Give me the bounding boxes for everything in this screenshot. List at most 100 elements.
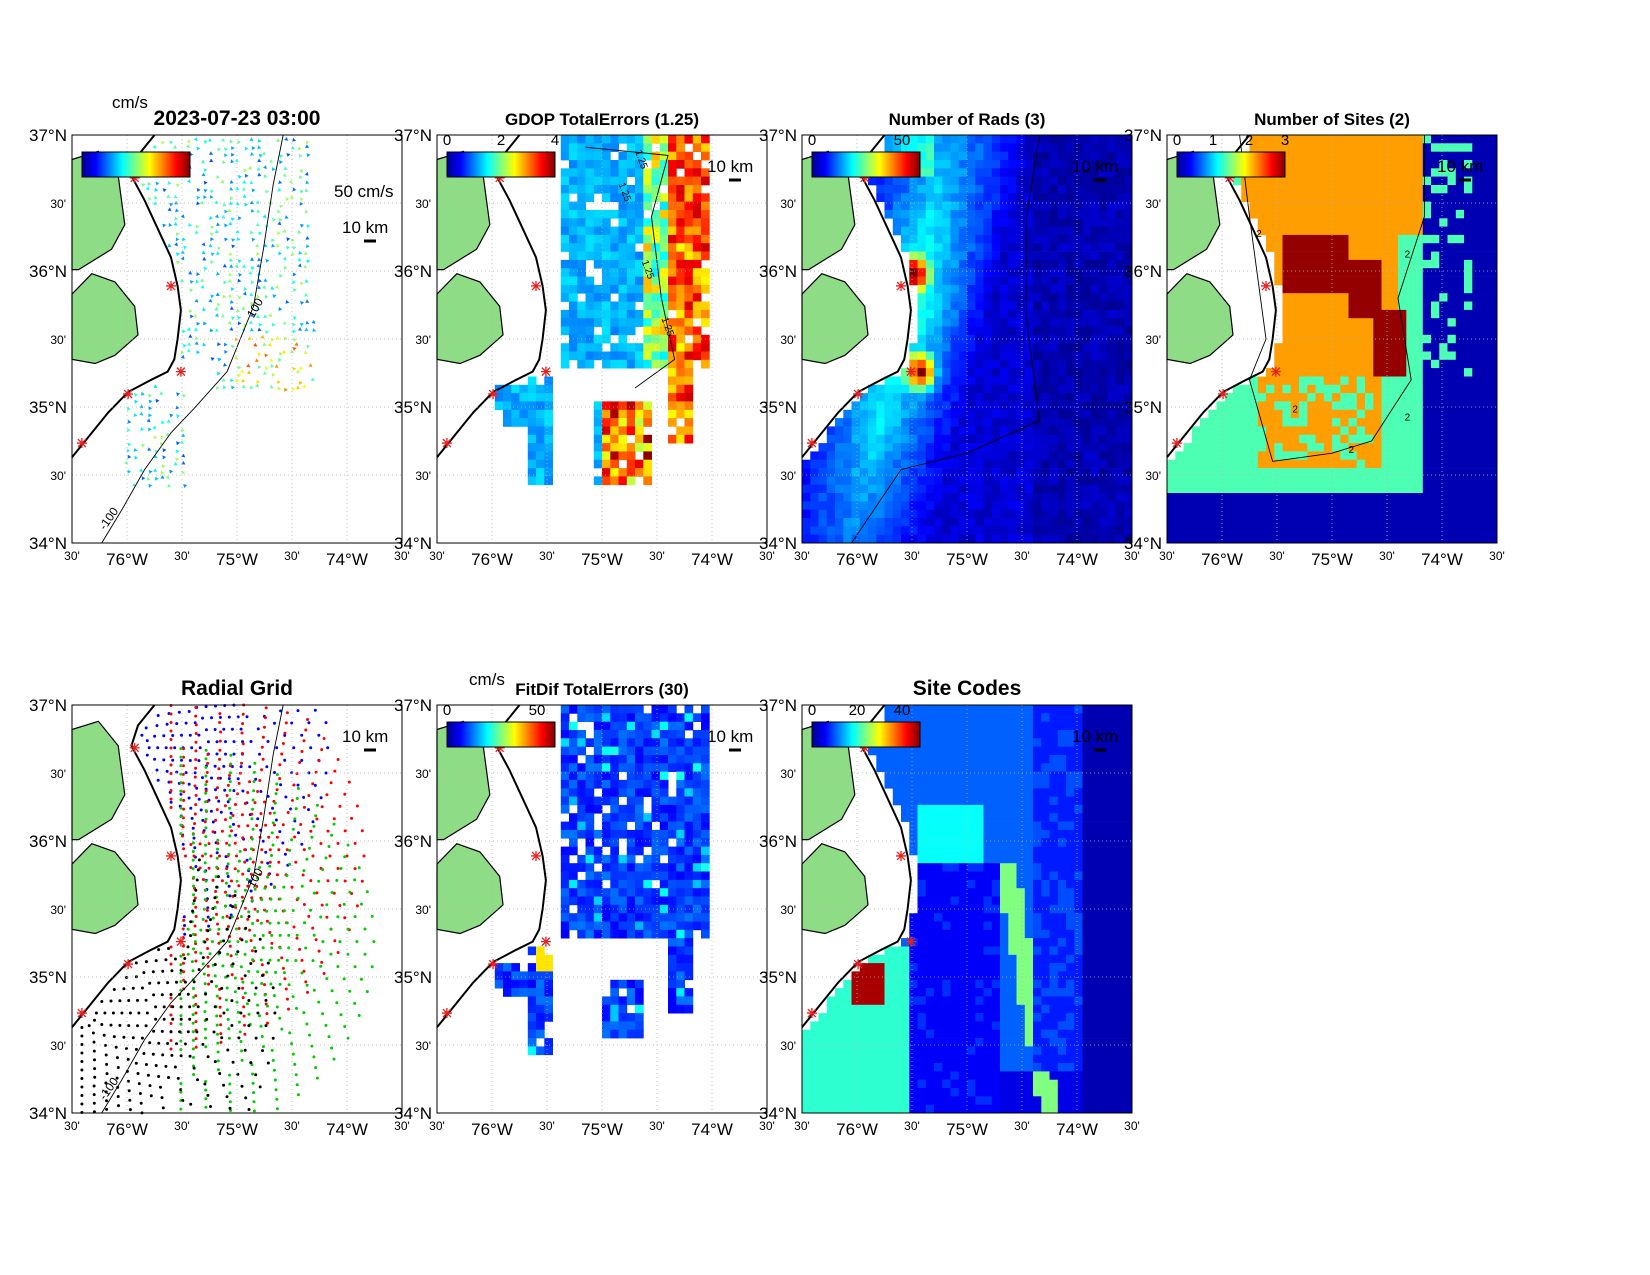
heatmap-cell	[569, 160, 578, 169]
heatmap-cell	[950, 359, 960, 369]
heatmap-cell	[1115, 201, 1125, 211]
heatmap-cell	[626, 326, 636, 336]
heatmap-cell	[1422, 468, 1432, 477]
radial-point	[284, 721, 288, 725]
heatmap-cell	[1290, 468, 1300, 477]
heatmap-cell	[1464, 409, 1473, 419]
heatmap-cell	[1447, 309, 1457, 319]
heatmap-cell	[983, 326, 993, 336]
heatmap-cell	[1033, 343, 1042, 352]
heatmap-cell	[676, 326, 685, 336]
heatmap-cell	[1233, 401, 1242, 411]
heatmap-cell	[1282, 443, 1292, 452]
heatmap-cell	[593, 343, 603, 352]
vector-arrow	[183, 484, 188, 488]
heatmap-cell	[983, 276, 993, 286]
heatmap-cell	[1090, 268, 1100, 277]
heatmap-cell	[668, 193, 677, 202]
heatmap-cell	[1274, 259, 1283, 269]
vector-arrow	[221, 138, 226, 142]
heatmap-cell	[1480, 376, 1490, 386]
heatmap-cell	[1066, 343, 1075, 352]
radial-point	[145, 753, 149, 757]
heatmap-cell	[1282, 376, 1292, 386]
heatmap-cell	[1488, 234, 1498, 244]
heatmap-cell	[643, 443, 652, 452]
heatmap-cell	[1439, 176, 1448, 186]
vector-arrow	[304, 171, 309, 176]
heatmap-cell	[1123, 176, 1133, 186]
heatmap-cell	[1488, 268, 1498, 277]
vector-arrow	[299, 189, 304, 194]
vector-arrow	[224, 223, 228, 228]
radial-point	[295, 936, 299, 940]
heatmap-cell	[1406, 151, 1415, 161]
vector-arrow	[256, 263, 261, 268]
vector-arrow	[275, 285, 279, 289]
heatmap-cell	[1191, 501, 1201, 511]
vector-arrow	[284, 137, 289, 141]
heatmap-cell	[684, 309, 694, 319]
heatmap-cell	[1464, 343, 1473, 352]
radial-point	[199, 951, 203, 955]
radial-point	[204, 919, 208, 923]
heatmap-cell	[1307, 484, 1316, 494]
heatmap-cell	[1033, 426, 1042, 436]
radial-point	[302, 969, 306, 973]
vector-arrow	[152, 425, 157, 430]
heatmap-cell	[950, 185, 960, 194]
heatmap-cell	[1041, 493, 1050, 502]
heatmap-cell	[1266, 393, 1275, 402]
heatmap-cell	[1257, 534, 1267, 544]
heatmap-cell	[1455, 518, 1465, 527]
radial-point	[169, 1013, 173, 1017]
heatmap-cell	[1082, 218, 1092, 227]
heatmap-cell	[1000, 409, 1009, 419]
vector-arrow	[210, 260, 214, 265]
heatmap-cell	[511, 393, 520, 402]
heatmap-cell	[1447, 434, 1457, 444]
vector-arrow	[237, 321, 242, 326]
vector-arrow	[203, 266, 208, 271]
radial-point	[336, 758, 340, 761]
heatmap-cell	[1200, 509, 1209, 519]
heatmap-cell	[1123, 451, 1133, 461]
heatmap-cell	[909, 518, 918, 527]
vector-arrow	[175, 183, 180, 188]
heatmap-cell	[983, 393, 993, 402]
heatmap-cell	[868, 468, 877, 477]
vector-arrow	[276, 230, 281, 235]
heatmap-cell	[950, 151, 960, 161]
heatmap-cell	[975, 368, 984, 377]
contour-label: 2	[1405, 249, 1411, 260]
heatmap-cell	[1381, 259, 1391, 269]
heatmap-cell	[967, 268, 976, 277]
heatmap-cell	[892, 135, 902, 144]
heatmap-cell	[967, 476, 976, 486]
heatmap-cell	[1066, 384, 1075, 394]
heatmap-cell	[983, 318, 993, 327]
heatmap-cell	[1398, 509, 1407, 519]
radial-point	[298, 761, 302, 764]
radial-point	[218, 996, 222, 1000]
radial-point	[169, 800, 173, 804]
heatmap-cell	[901, 459, 910, 469]
vector-arrow	[222, 378, 226, 382]
radial-point	[230, 727, 234, 731]
radial-point	[230, 829, 233, 833]
heatmap-cell	[1414, 434, 1424, 444]
heatmap-cell	[635, 185, 644, 194]
heatmap-cell	[1332, 384, 1341, 394]
heatmap-cell	[1066, 185, 1075, 194]
heatmap-cell	[1422, 418, 1432, 427]
heatmap-cell	[991, 476, 1001, 486]
heatmap-cell	[1115, 418, 1125, 427]
heatmap-cell	[1224, 426, 1234, 436]
heatmap-cell	[1414, 209, 1424, 219]
heatmap-cell	[1066, 526, 1075, 535]
heatmap-cell	[593, 451, 603, 461]
heatmap-cell	[1066, 451, 1075, 461]
heatmap-cell	[1090, 418, 1100, 427]
heatmap-cell	[843, 443, 852, 452]
heatmap-cell	[1257, 226, 1267, 236]
